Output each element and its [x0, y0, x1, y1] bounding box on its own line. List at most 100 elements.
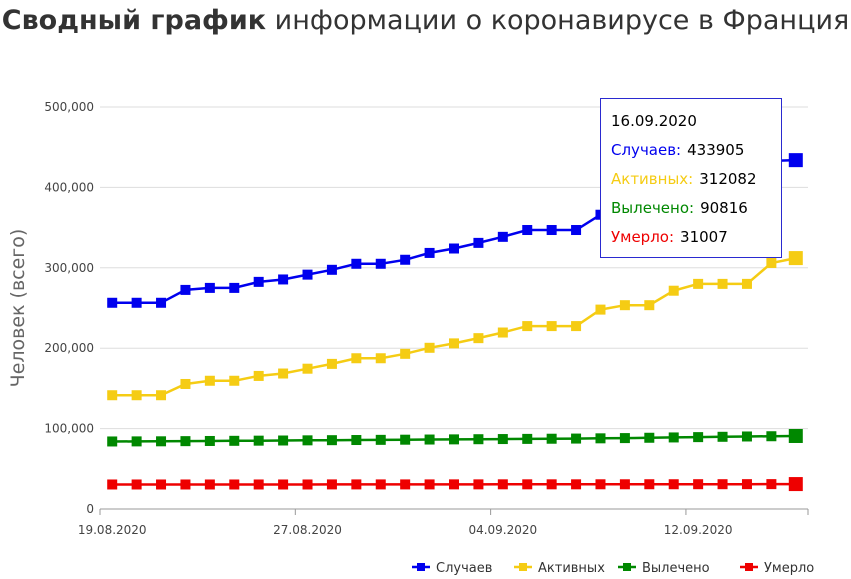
data-point — [473, 479, 484, 490]
data-point — [400, 479, 411, 490]
data-point — [497, 231, 508, 242]
data-point — [717, 278, 728, 289]
data-point — [644, 432, 655, 443]
chart-tooltip: 16.09.2020 Случаев: 433905 Активных: 31208… — [600, 98, 782, 258]
tooltip-row-active: Активных: 312082 — [611, 168, 771, 197]
data-point — [788, 153, 803, 168]
data-point — [522, 479, 533, 490]
data-point — [473, 333, 484, 344]
x-tick-label: 19.08.2020 — [78, 523, 147, 537]
data-point — [546, 225, 557, 236]
data-point — [644, 300, 655, 311]
data-point — [156, 436, 167, 447]
data-point — [326, 435, 337, 446]
data-point — [449, 479, 459, 490]
data-point — [693, 479, 704, 490]
data-point — [278, 435, 289, 446]
data-point — [302, 269, 313, 280]
data-point — [278, 368, 289, 379]
data-point — [571, 225, 582, 236]
data-point — [180, 284, 191, 295]
data-point — [424, 434, 435, 445]
data-point — [107, 479, 118, 490]
data-point — [595, 479, 606, 490]
data-point — [278, 479, 289, 490]
data-point — [107, 297, 118, 308]
data-point — [766, 479, 777, 490]
data-point — [497, 434, 508, 445]
legend-marker — [519, 563, 527, 571]
data-point — [180, 479, 191, 490]
data-point — [253, 435, 264, 446]
data-point — [497, 327, 508, 338]
y-axis-label: Человек (всего) — [7, 229, 29, 388]
tooltip-deaths-label: Умерло: — [611, 228, 675, 246]
data-point — [400, 434, 411, 445]
tooltip-recovered-label: Вылечено: — [611, 199, 695, 217]
y-tick-label: 300,000 — [44, 261, 94, 275]
tooltip-row-recovered: Вылечено: 90816 — [611, 197, 771, 226]
tooltip-deaths-value: 31007 — [680, 228, 728, 246]
tooltip-date: 16.09.2020 — [611, 112, 697, 130]
data-point — [156, 479, 167, 490]
data-point — [522, 321, 533, 332]
data-point — [156, 390, 167, 401]
data-point — [229, 435, 240, 446]
data-point — [229, 282, 240, 293]
legend-marker — [417, 563, 425, 571]
data-point — [326, 358, 337, 369]
data-point — [375, 434, 386, 445]
chart-title: Сводный график информации о коронавирусе… — [0, 2, 851, 40]
tooltip-active-value: 312082 — [699, 170, 757, 188]
data-point — [644, 479, 655, 490]
data-point — [302, 435, 313, 446]
legend-marker — [623, 563, 631, 571]
data-point — [326, 264, 337, 275]
data-point — [204, 435, 215, 446]
y-tick-label: 500,000 — [44, 100, 94, 114]
data-point — [473, 434, 484, 445]
data-point — [351, 258, 362, 269]
data-point — [741, 431, 752, 442]
data-point — [302, 479, 313, 490]
data-point — [668, 432, 679, 443]
data-point — [278, 274, 289, 285]
data-point — [693, 278, 704, 289]
tooltip-recovered-value: 90816 — [700, 199, 748, 217]
data-point — [788, 477, 803, 492]
data-point — [497, 479, 508, 490]
data-point — [131, 436, 142, 447]
legend-label: Активных — [538, 561, 605, 576]
legend-label: Случаев — [436, 561, 492, 576]
data-point — [449, 434, 459, 445]
data-point — [571, 479, 582, 490]
legend-label: Умерло — [764, 561, 814, 576]
data-point — [351, 479, 362, 490]
data-point — [449, 338, 459, 349]
tooltip-cases-label: Случаев: — [611, 141, 682, 159]
data-point — [131, 297, 142, 308]
data-point — [571, 321, 582, 332]
y-tick-label: 400,000 — [44, 180, 94, 194]
tooltip-row-cases: Случаев: 433905 — [611, 139, 771, 168]
data-point — [253, 276, 264, 287]
y-tick-label: 200,000 — [44, 341, 94, 355]
data-point — [253, 370, 264, 381]
data-point — [595, 304, 606, 315]
tooltip-row-deaths: Умерло: 31007 — [611, 226, 771, 255]
data-point — [180, 378, 191, 389]
data-point — [375, 479, 386, 490]
data-point — [571, 433, 582, 444]
data-point — [204, 282, 215, 293]
data-point — [693, 432, 704, 443]
x-tick-label: 12.09.2020 — [664, 523, 733, 537]
y-tick-label: 0 — [86, 502, 94, 516]
data-point — [229, 479, 240, 490]
data-point — [546, 321, 557, 332]
data-point — [253, 479, 264, 490]
data-point — [546, 433, 557, 444]
data-point — [107, 390, 118, 401]
x-tick-label: 27.08.2020 — [273, 523, 342, 537]
x-tick-label: 04.09.2020 — [468, 523, 537, 537]
